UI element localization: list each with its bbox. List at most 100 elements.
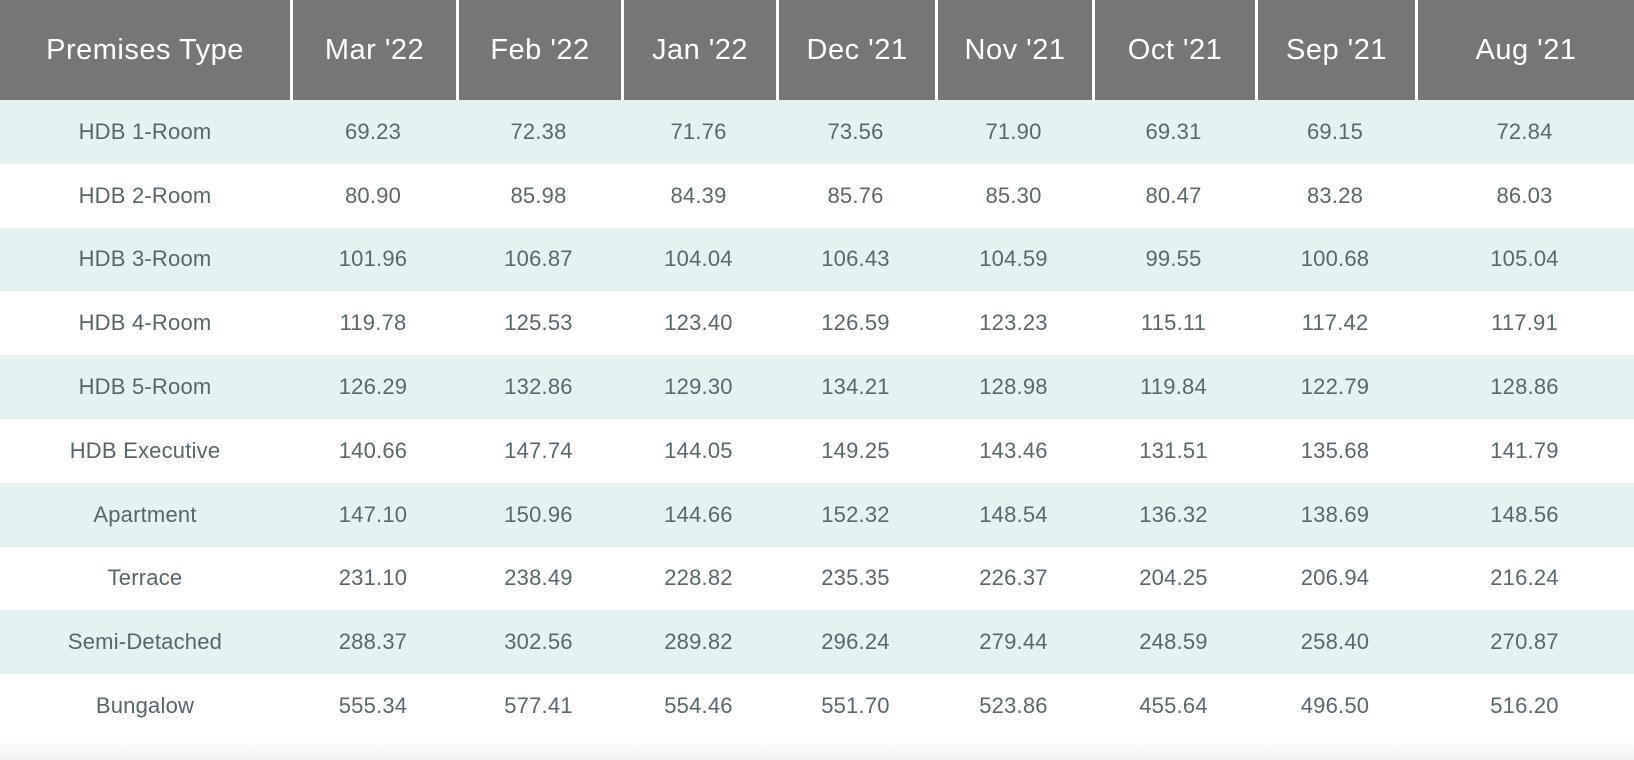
table-cell: 119.84 (1140, 374, 1207, 400)
table-row: HDB Executive 140.66 147.74 144.05 149.25 143… (0, 418, 1634, 483)
premises-type-label: Terrace (107, 565, 183, 591)
table-cell: 523.86 (979, 693, 1048, 719)
table-cell: 228.82 (664, 565, 733, 591)
table-row: Terrace 231.10 238.49 228.82 235.35 226.37 204… (0, 546, 1634, 611)
table-cell: 148.54 (979, 501, 1048, 527)
table-cell: 80.47 (1145, 182, 1202, 208)
table-cell: 289.82 (664, 629, 733, 655)
table-cell: 238.49 (504, 565, 573, 591)
table-cell: 129.30 (664, 374, 733, 400)
table-cell: 144.66 (664, 501, 733, 527)
table-cell: 134.21 (821, 374, 890, 400)
month-column-header: Mar '22 (290, 0, 456, 100)
premises-type-label: HDB 3-Room (78, 246, 212, 272)
table-cell: 141.79 (1490, 437, 1559, 463)
table-cell: 143.46 (979, 437, 1048, 463)
table-cell: 73.56 (827, 118, 884, 144)
table-cell: 104.59 (979, 246, 1048, 272)
table-cell: 148.56 (1490, 501, 1559, 527)
table-cell: 288.37 (338, 629, 408, 655)
table-row: HDB 1-Room 69.23 72.38 71.76 73.56 71.90 69.31… (0, 100, 1634, 164)
bottom-fade (0, 737, 1634, 760)
table-cell: 147.74 (504, 437, 573, 463)
month-column-header: Aug '21 (1415, 0, 1634, 100)
table-cell: 231.10 (338, 565, 408, 591)
table-cell: 136.32 (1139, 501, 1208, 527)
table-cell: 123.23 (979, 310, 1048, 336)
table-cell: 104.04 (664, 246, 733, 272)
table-cell: 135.68 (1300, 437, 1370, 463)
table-cell: 71.90 (985, 118, 1042, 144)
table-cell: 126.59 (821, 310, 890, 336)
table-cell: 123.40 (664, 310, 733, 336)
month-column-header: Oct '21 (1092, 0, 1255, 100)
table-cell: 101.96 (338, 246, 408, 272)
table-cell: 100.68 (1300, 246, 1370, 272)
premises-type-label: Apartment (93, 501, 197, 527)
premises-type-label: Semi-Detached (67, 629, 223, 655)
table-cell: 85.30 (985, 182, 1042, 208)
table-cell: 80.90 (344, 182, 402, 208)
table-cell: 206.94 (1300, 565, 1370, 591)
month-column-header: Feb '22 (456, 0, 621, 100)
table-cell: 455.64 (1139, 693, 1208, 719)
table-cell: 149.25 (821, 437, 890, 463)
table-cell: 226.37 (979, 565, 1048, 591)
table-cell: 258.40 (1300, 629, 1370, 655)
table-row: HDB 2-Room 80.90 85.98 84.39 85.76 85.30 80.47… (0, 163, 1634, 228)
premises-type-label: HDB 2-Room (78, 182, 212, 208)
table-cell: 69.23 (344, 118, 402, 144)
table-cell: 122.79 (1300, 374, 1370, 400)
table-cell: 125.53 (504, 310, 573, 336)
premises-type-label: HDB Executive (69, 437, 221, 463)
table-cell: 106.43 (821, 246, 890, 272)
table-cell: 119.78 (339, 310, 407, 336)
table-cell: 577.41 (504, 693, 573, 719)
table-cell: 248.59 (1139, 629, 1208, 655)
table-row: Semi-Detached 288.37 302.56 289.82 296.24 279… (0, 610, 1634, 675)
table-cell: 126.29 (338, 374, 408, 400)
table-row: HDB 3-Room 101.96 106.87 104.04 106.43 104.59… (0, 227, 1634, 292)
table-body: HDB 1-Room 69.23 72.38 71.76 73.56 71.90 69.31… (0, 100, 1634, 738)
table-cell: 147.10 (338, 501, 408, 527)
table-cell: 555.34 (338, 693, 408, 719)
month-column-header: Nov '21 (935, 0, 1092, 100)
table-cell: 105.04 (1490, 246, 1559, 272)
table-cell: 235.35 (821, 565, 890, 591)
table-cell: 85.98 (510, 182, 567, 208)
table-cell: 106.87 (504, 246, 573, 272)
table-cell: 86.03 (1496, 182, 1553, 208)
table-cell: 71.76 (670, 118, 727, 144)
table-cell: 296.24 (821, 629, 890, 655)
table-cell: 69.15 (1306, 118, 1364, 144)
table-row: Apartment 147.10 150.96 144.66 152.32 148.54 1… (0, 482, 1634, 547)
table-cell: 204.25 (1139, 565, 1208, 591)
table-cell: 84.39 (670, 182, 727, 208)
table-cell: 117.42 (1301, 310, 1369, 336)
table-cell: 554.46 (664, 693, 733, 719)
table-cell: 131.51 (1139, 437, 1208, 463)
table-cell: 270.87 (1490, 629, 1559, 655)
table-cell: 115.11 (1140, 310, 1207, 336)
table-cell: 152.32 (821, 501, 890, 527)
premises-type-column-header: Premises Type (46, 33, 244, 66)
table-cell: 279.44 (979, 629, 1048, 655)
table-cell: 216.24 (1490, 565, 1559, 591)
table-cell: 516.20 (1490, 693, 1559, 719)
table-row: HDB 4-Room 119.78 125.53 123.40 126.59 123.23… (0, 291, 1634, 356)
table-cell: 144.05 (664, 437, 733, 463)
table-cell: 85.76 (827, 182, 884, 208)
table-row: HDB 5-Room 126.29 132.86 129.30 134.21 128.98… (0, 355, 1634, 419)
table-cell: 128.86 (1490, 374, 1559, 400)
premises-type-label: HDB 1-Room (78, 118, 212, 144)
table-row: Bungalow 555.34 577.41 554.46 551.70 523.86 45… (0, 674, 1634, 738)
table-cell: 69.31 (1145, 118, 1202, 144)
table-cell: 72.84 (1496, 118, 1553, 144)
premises-type-label: HDB 5-Room (78, 374, 212, 400)
table-cell: 128.98 (979, 374, 1048, 400)
table-cell: 551.70 (821, 693, 890, 719)
month-column-header: Dec '21 (776, 0, 935, 100)
table-cell: 302.56 (504, 629, 573, 655)
month-column-header: Sep '21 (1255, 0, 1415, 100)
